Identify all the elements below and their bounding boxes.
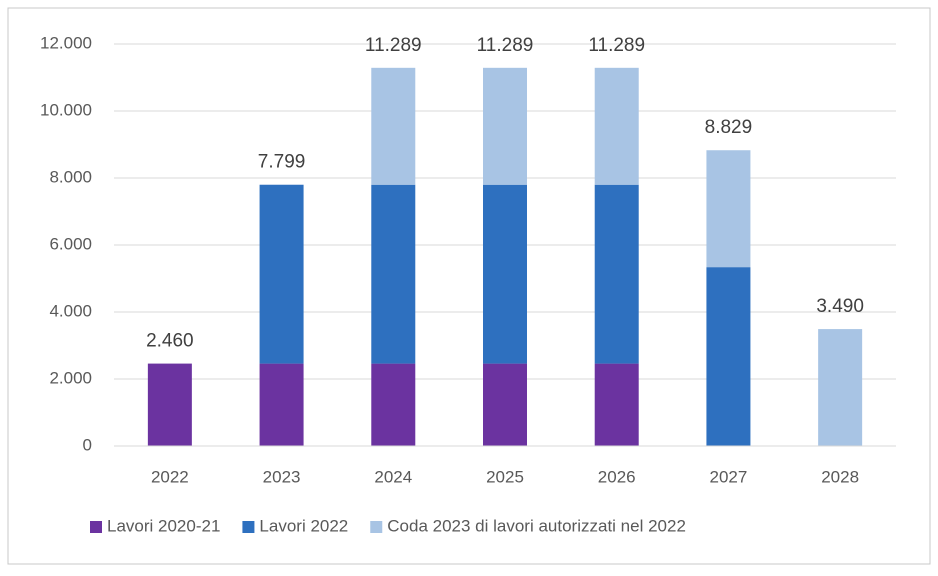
- legend-label: Coda 2023 di lavori autorizzati nel 2022: [387, 516, 686, 535]
- chart-border: [7, 7, 931, 565]
- bar-segment: [483, 363, 527, 446]
- y-tick-label: 6.000: [49, 234, 92, 253]
- total-label: 2.460: [146, 331, 194, 352]
- bar-segment: [483, 184, 527, 364]
- bar-segment: [594, 363, 639, 446]
- x-tick-label: 2025: [486, 467, 524, 486]
- total-label: 3.490: [816, 296, 864, 317]
- bar-segment: [818, 329, 863, 446]
- y-tick-label: 8.000: [49, 167, 92, 186]
- bar-segment: [371, 67, 416, 185]
- x-tick-label: 2027: [710, 467, 748, 486]
- y-tick-label: 4.000: [49, 301, 92, 320]
- bar-segment: [147, 363, 192, 446]
- legend-swatch: [242, 521, 255, 533]
- bar-segment: [259, 363, 304, 446]
- x-tick-label: 2023: [263, 467, 301, 486]
- total-label: 7.799: [258, 152, 306, 173]
- y-tick-label: 10.000: [40, 100, 92, 119]
- x-tick-label: 2024: [374, 467, 412, 486]
- x-tick-label: 2028: [821, 467, 859, 486]
- y-tick-label: 2.000: [49, 368, 92, 387]
- bar-segment: [483, 67, 527, 185]
- legend-swatch: [90, 521, 102, 533]
- total-label: 8.829: [705, 117, 753, 138]
- bar-segment: [706, 150, 751, 268]
- bar-segment: [706, 267, 751, 446]
- bar-segment: [371, 363, 416, 446]
- y-tick-label: 12.000: [40, 33, 92, 52]
- legend-label: Lavori 2020-21: [107, 516, 220, 535]
- x-tick-label: 2022: [151, 467, 189, 486]
- bar-segment: [594, 184, 639, 364]
- y-tick-label: 0: [83, 435, 92, 454]
- legend-label: Lavori 2022: [259, 516, 348, 535]
- bar-segment: [594, 67, 639, 185]
- bar-segment: [371, 184, 416, 364]
- total-label: 11.289: [365, 35, 422, 56]
- bar-segment: [259, 184, 304, 364]
- total-label: 11.289: [477, 35, 534, 56]
- total-label: 11.289: [588, 35, 645, 56]
- legend-swatch: [370, 521, 383, 533]
- x-tick-label: 2026: [598, 467, 636, 486]
